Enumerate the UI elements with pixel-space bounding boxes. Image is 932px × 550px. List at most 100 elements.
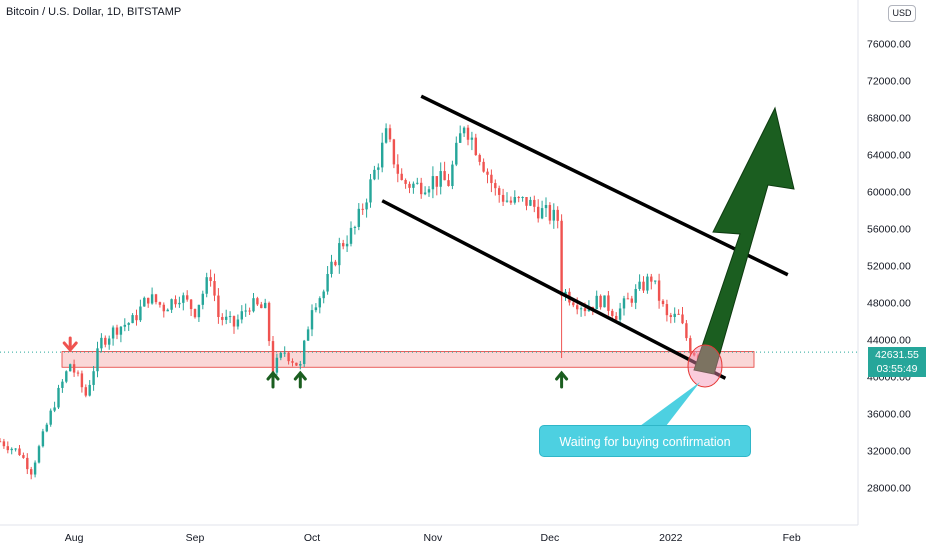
y-tick-label: 60000.00 [867, 187, 911, 199]
candle-body [201, 293, 205, 305]
y-tick-label: 76000.00 [867, 39, 911, 51]
candle-body [400, 173, 403, 180]
candle-body [404, 179, 407, 184]
candle-body [513, 197, 517, 203]
candle-body [26, 457, 29, 470]
candle-body [322, 291, 325, 299]
candle-body [92, 371, 95, 385]
candle-body [45, 424, 49, 432]
support-up-arrow [555, 370, 569, 389]
candle-body [478, 155, 481, 162]
candle-body [599, 295, 602, 308]
candle-body [427, 189, 431, 193]
candle-body [205, 277, 208, 294]
candle-body [384, 128, 388, 143]
candle-body [236, 319, 240, 327]
candle-body [622, 298, 626, 309]
candle-body [458, 133, 462, 143]
channel-upper-line [420, 94, 789, 277]
candle-body [53, 407, 56, 411]
y-tick-label: 68000.00 [867, 113, 911, 125]
x-tick-label: Aug [65, 532, 84, 544]
candle-body [6, 446, 10, 451]
candle-body [474, 137, 478, 156]
y-tick-label: 44000.00 [867, 335, 911, 347]
candle-body [575, 305, 579, 310]
last-price-badge: 42631.55 03:55:49 [868, 347, 926, 377]
candle-body [318, 298, 322, 308]
candle-body [665, 304, 669, 316]
candle-body [326, 273, 329, 292]
candle-body [517, 197, 520, 199]
candle-body [0, 441, 2, 443]
x-tick-label: Dec [541, 532, 560, 544]
candle-body [373, 169, 376, 180]
candle-body [310, 310, 314, 330]
y-tick-label: 36000.00 [867, 409, 911, 421]
candle-body [369, 179, 372, 203]
candle-body [260, 304, 263, 309]
channel-lower-line [381, 199, 727, 380]
candle-body [470, 137, 474, 140]
candle-body [131, 315, 134, 324]
candle-body [68, 364, 72, 372]
candle-body [419, 182, 423, 195]
candle-body [345, 243, 349, 247]
currency-button[interactable]: USD [888, 5, 916, 22]
candle-body [49, 410, 52, 425]
last-price-value: 42631.55 [875, 349, 919, 361]
candle-body [365, 202, 368, 210]
y-tick-label: 56000.00 [867, 224, 911, 236]
candle-body [170, 299, 173, 310]
candle-body [166, 309, 169, 312]
candle-body [614, 315, 618, 320]
candle-body [119, 326, 123, 335]
candle-body [267, 302, 271, 342]
candle-body [521, 197, 524, 199]
candle-body [661, 300, 665, 305]
candle-body [548, 205, 552, 221]
candle-body [626, 298, 630, 300]
candle-body [583, 308, 587, 312]
candle-body [607, 295, 610, 311]
candle-body [423, 192, 427, 195]
candle-body [271, 341, 275, 373]
candle-body [248, 310, 251, 312]
candle-body [306, 329, 310, 341]
candle-body [10, 448, 13, 451]
candle-body [653, 280, 657, 282]
candle-body [377, 167, 380, 170]
candle-body [279, 352, 283, 358]
candle-body [533, 199, 536, 207]
candle-body [536, 206, 540, 219]
candle-body [669, 315, 673, 317]
bullish-arrow [693, 106, 795, 375]
y-tick-label: 72000.00 [867, 76, 911, 88]
candle-body [462, 127, 466, 134]
candle-body [451, 164, 454, 187]
candle-body [642, 281, 645, 291]
candle-body [388, 128, 392, 140]
candle-body [435, 176, 439, 187]
candle-body [76, 372, 80, 374]
candle-body [334, 261, 337, 266]
candle-body [61, 381, 64, 388]
candle-body [638, 281, 641, 289]
y-tick-label: 52000.00 [867, 261, 911, 273]
candle-body [33, 462, 37, 475]
candle-body [107, 338, 111, 345]
candle-body [240, 311, 244, 320]
candle-body [197, 304, 201, 318]
candle-body [302, 340, 306, 365]
candle-body [29, 469, 33, 475]
x-tick-label: 2022 [659, 532, 683, 544]
candle-body [146, 297, 150, 304]
candle-body [189, 299, 193, 310]
candle-body [689, 338, 692, 353]
candle-body [657, 280, 661, 301]
x-tick-label: Feb [783, 532, 801, 544]
candle-body [209, 277, 212, 282]
candle-body [96, 348, 99, 372]
candle-body [544, 205, 548, 209]
